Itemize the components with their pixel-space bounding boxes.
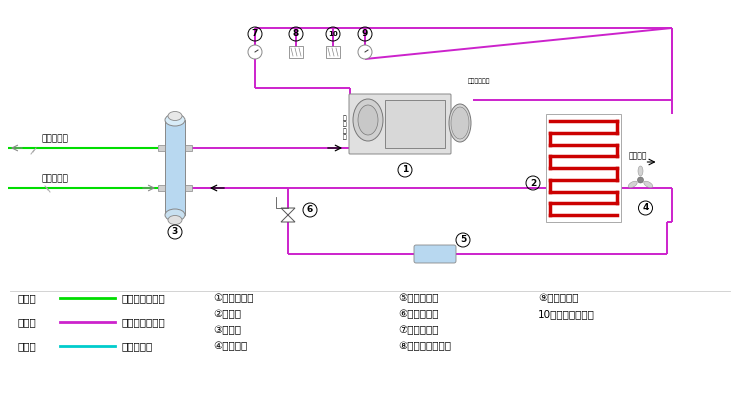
Ellipse shape [628, 181, 637, 188]
Text: ①螺杆压缩机: ①螺杆压缩机 [213, 293, 254, 303]
Ellipse shape [638, 166, 643, 176]
Text: 10: 10 [328, 31, 338, 37]
Circle shape [248, 45, 262, 59]
Ellipse shape [358, 105, 378, 135]
Text: 10高压压力控制器: 10高压压力控制器 [538, 309, 595, 319]
Text: 制冷剂循环回路: 制冷剂循环回路 [122, 317, 166, 327]
Ellipse shape [449, 104, 471, 142]
Text: 绿色线: 绿色线 [18, 293, 37, 303]
Circle shape [358, 45, 372, 59]
Text: 低
压
吸
气: 低 压 吸 气 [343, 115, 347, 140]
Bar [185, 185, 192, 191]
Text: ⑧低压压力控制器: ⑧低压压力控制器 [398, 341, 451, 351]
Text: 蓝色线: 蓝色线 [18, 341, 37, 351]
Text: 1: 1 [402, 166, 408, 175]
Ellipse shape [353, 99, 383, 141]
Bar [158, 145, 165, 151]
Text: ⑨高压压力表: ⑨高压压力表 [538, 293, 579, 303]
FancyBboxPatch shape [414, 245, 456, 263]
Text: ④冷却风扇: ④冷却风扇 [213, 341, 247, 351]
Bar [289, 46, 303, 58]
Text: 载冷剂循环回路: 载冷剂循环回路 [122, 293, 166, 303]
Ellipse shape [644, 181, 653, 188]
Ellipse shape [168, 215, 182, 224]
FancyBboxPatch shape [349, 94, 451, 154]
Text: 2: 2 [530, 179, 536, 188]
Text: 9: 9 [362, 29, 369, 38]
Text: ⑦低压压力表: ⑦低压压力表 [398, 325, 439, 335]
Text: 红色线: 红色线 [18, 317, 37, 327]
Polygon shape [281, 215, 295, 222]
Bar [185, 145, 192, 151]
Text: 载冷剂出口: 载冷剂出口 [42, 134, 69, 143]
Bar [385, 100, 445, 148]
Text: 水循环回路: 水循环回路 [122, 341, 153, 351]
Text: ③蒸发器: ③蒸发器 [213, 325, 241, 335]
Text: 5: 5 [460, 235, 466, 244]
Ellipse shape [165, 114, 185, 126]
Bar [545, 114, 621, 222]
Text: 载冷剂流入: 载冷剂流入 [42, 174, 69, 183]
Text: 6: 6 [307, 206, 313, 215]
Polygon shape [281, 208, 295, 215]
Text: 3: 3 [172, 228, 178, 237]
Circle shape [637, 177, 644, 183]
Text: 8: 8 [293, 29, 299, 38]
Ellipse shape [451, 107, 469, 139]
Bar [158, 185, 165, 191]
Text: ⑤干燥过滤器: ⑤干燥过滤器 [398, 293, 439, 303]
Ellipse shape [165, 209, 185, 221]
Ellipse shape [168, 111, 182, 120]
Text: ②冷凝器: ②冷凝器 [213, 309, 241, 319]
Text: 4: 4 [642, 204, 649, 213]
Text: 7: 7 [252, 29, 258, 38]
Text: 高压排气流向: 高压排气流向 [468, 78, 491, 84]
Bar [326, 46, 340, 58]
Bar [165, 120, 185, 215]
Text: 风向流动: 风向流动 [628, 151, 647, 160]
Text: ⑥供液膨胀阀: ⑥供液膨胀阀 [398, 309, 439, 319]
